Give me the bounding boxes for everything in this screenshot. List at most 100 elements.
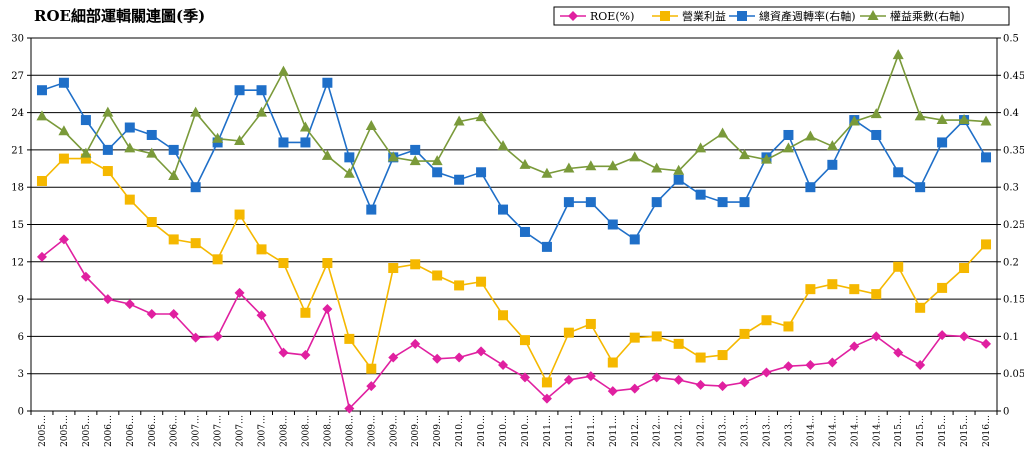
series-4-point xyxy=(782,142,794,153)
series-line-4 xyxy=(41,52,987,178)
series-3-point xyxy=(36,85,47,96)
series-4-point xyxy=(958,114,970,125)
series-1-point xyxy=(761,367,772,378)
right-tick-label: 0.35 xyxy=(1003,145,1024,156)
legend-item-2: 營業利益 xyxy=(682,9,726,23)
series-4-point xyxy=(453,115,465,126)
left-tick-label: 9 xyxy=(18,295,24,306)
right-tick-label: 0.3 xyxy=(1003,183,1019,194)
series-2-point xyxy=(981,239,992,250)
series-1-point xyxy=(607,386,618,397)
series-4-point xyxy=(651,162,663,173)
series-1-point xyxy=(519,372,530,383)
series-3-point xyxy=(432,167,443,178)
series-2-point xyxy=(695,352,706,363)
series-1-point xyxy=(981,338,992,349)
series-4-point xyxy=(256,106,268,117)
series-4-point xyxy=(58,125,70,136)
series-1-point xyxy=(739,377,750,388)
series-1-point xyxy=(937,330,948,341)
series-2-point xyxy=(629,332,640,343)
x-tick-label: 2007… xyxy=(236,415,246,447)
series-3-point xyxy=(805,182,816,193)
series-1-point xyxy=(651,372,662,383)
series-4-point xyxy=(717,127,729,138)
left-tick-label: 15 xyxy=(11,220,24,231)
series-1-point xyxy=(563,374,574,385)
x-tick-label: 2011… xyxy=(609,415,619,447)
series-2-point xyxy=(673,338,684,349)
x-tick-label: 2008… xyxy=(345,415,355,447)
x-tick-label: 2008… xyxy=(301,415,311,447)
x-tick-label: 2006… xyxy=(104,415,114,447)
series-4-point xyxy=(212,132,224,143)
series-3-point xyxy=(410,144,421,155)
series-1-point xyxy=(432,353,443,364)
series-2-point xyxy=(959,263,970,274)
x-tick-label: 2009… xyxy=(389,415,399,447)
series-1-point xyxy=(80,271,91,282)
series-4-point xyxy=(980,115,992,126)
series-4-point xyxy=(277,65,289,76)
series-2-point xyxy=(432,270,443,281)
x-tick-label: 2005… xyxy=(82,415,92,447)
series-4-point xyxy=(760,153,772,164)
left-tick-label: 0 xyxy=(18,407,24,418)
x-tick-label: 2008… xyxy=(323,415,333,447)
left-tick-label: 3 xyxy=(18,369,24,380)
series-1-point xyxy=(849,341,860,352)
series-1-point xyxy=(454,352,465,363)
series-1-point xyxy=(629,383,640,394)
series-2-point xyxy=(519,335,530,346)
series-4-point xyxy=(234,134,246,145)
x-tick-label: 2010… xyxy=(521,415,531,447)
left-tick-label: 18 xyxy=(11,183,24,194)
right-tick-label: 0.45 xyxy=(1003,71,1024,82)
left-tick-label: 21 xyxy=(11,145,24,156)
series-1-point xyxy=(388,352,399,363)
series-2-point xyxy=(563,327,574,338)
right-tick-label: 0.15 xyxy=(1003,295,1024,306)
series-2-point xyxy=(322,258,333,269)
x-tick-label: 2013… xyxy=(762,415,772,447)
right-tick-label: 0.05 xyxy=(1003,369,1024,380)
series-2-point xyxy=(827,279,838,290)
series-2-point xyxy=(80,153,91,164)
series-4-point xyxy=(321,149,333,160)
x-tick-label: 2005… xyxy=(60,415,70,447)
series-1-point xyxy=(717,381,728,392)
series-3-point xyxy=(278,137,289,148)
series-1-point xyxy=(410,338,421,349)
series-1-point xyxy=(893,347,904,358)
series-3-point xyxy=(454,174,465,185)
left-tick-label: 6 xyxy=(18,332,24,343)
series-4-point xyxy=(695,142,707,153)
series-3-point xyxy=(344,152,355,163)
series-1-point xyxy=(256,310,267,321)
series-3-point xyxy=(585,197,596,208)
series-2-point xyxy=(300,307,311,318)
x-tick-label: 2008… xyxy=(279,415,289,447)
series-4-point xyxy=(804,130,816,141)
series-1-point xyxy=(168,309,179,320)
series-4-point xyxy=(607,160,619,171)
x-tick-label: 2012… xyxy=(697,415,707,447)
series-2-point xyxy=(102,166,113,177)
legend-marker xyxy=(660,11,670,21)
series-4-point xyxy=(343,167,355,178)
series-2-point xyxy=(344,333,355,344)
series-3-point xyxy=(981,152,992,163)
right-tick-label: 0.1 xyxy=(1003,332,1019,343)
series-3-point xyxy=(256,85,267,96)
series-3-point xyxy=(124,122,135,133)
series-3-point xyxy=(366,204,377,215)
series-3-point xyxy=(739,197,750,208)
series-4-point xyxy=(36,110,48,121)
series-3-point xyxy=(893,167,904,178)
series-3-point xyxy=(168,144,179,155)
x-tick-label: 2012… xyxy=(631,415,641,447)
series-2-point xyxy=(146,217,157,228)
series-4-point xyxy=(102,106,114,117)
